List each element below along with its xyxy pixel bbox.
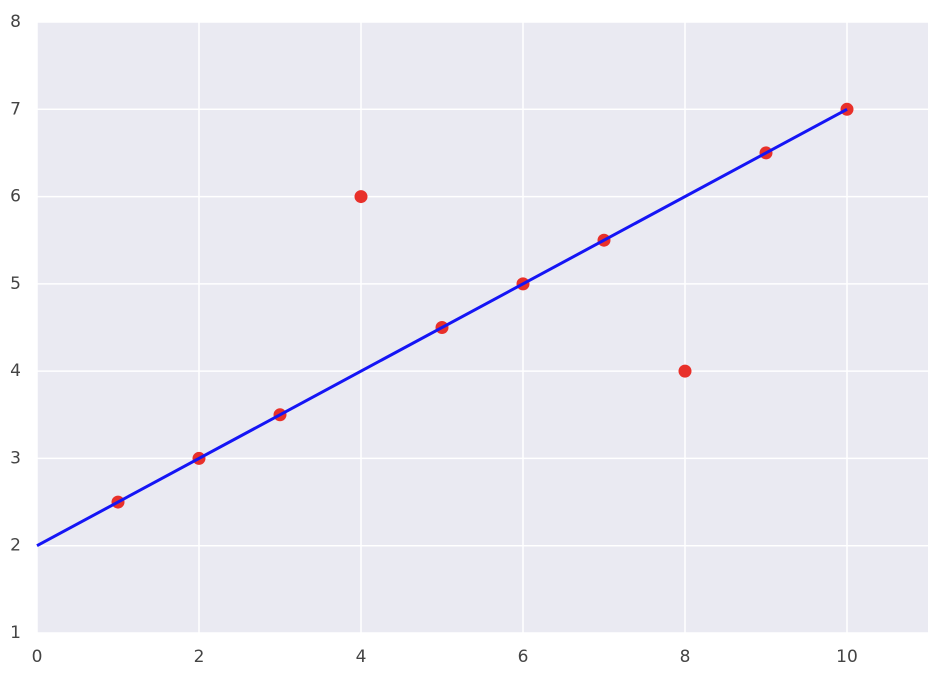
regression-line [36,107,848,548]
x-tick-label: 8 [680,647,691,667]
y-tick-label: 7 [10,99,21,119]
plot-background [37,22,928,633]
x-tick-label: 2 [194,647,205,667]
x-tick-label: 0 [32,647,43,667]
y-tick-label: 8 [10,12,21,32]
y-tick-label: 2 [10,536,21,556]
y-tick-label: 3 [10,448,21,468]
x-tick-label: 4 [356,647,367,667]
y-tick-label: 6 [10,187,21,207]
point [678,364,692,378]
y-tick-label: 5 [10,274,21,294]
x-tick-label: 10 [836,647,858,667]
y-tick-label: 4 [10,361,21,381]
point [354,190,368,204]
x-tick-label: 6 [518,647,529,667]
y-tick-label: 1 [10,623,21,643]
